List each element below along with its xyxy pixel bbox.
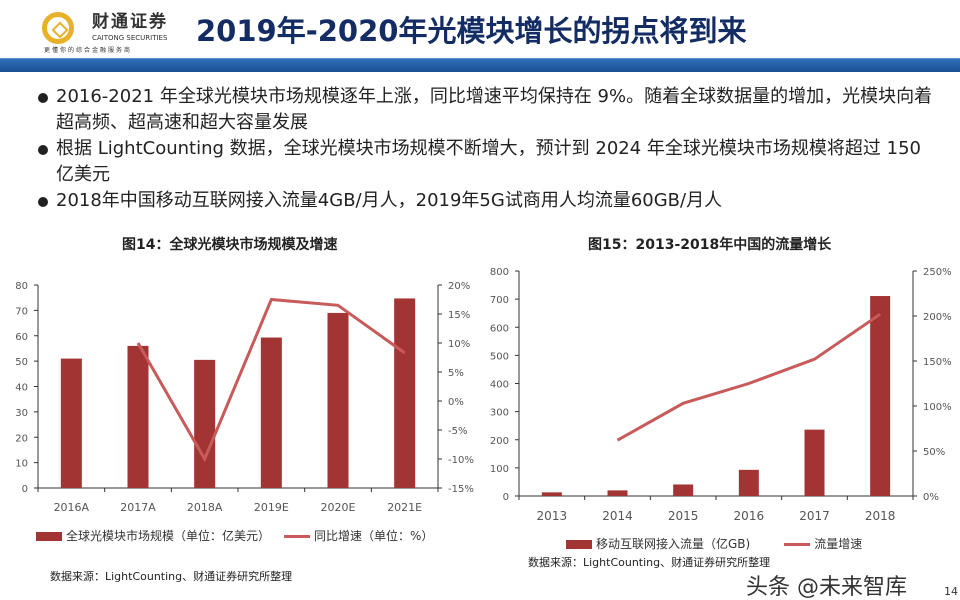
x-tick-label: 2017	[799, 509, 830, 523]
watermark: 头条 @未来智库	[746, 575, 907, 600]
bar	[673, 484, 694, 496]
bar	[394, 298, 416, 488]
bar	[127, 345, 149, 488]
y2-tick-label: -15%	[448, 484, 474, 495]
bar	[541, 492, 562, 496]
x-tick-label: 2016A	[54, 501, 90, 514]
y-tick-label: 500	[490, 351, 509, 362]
company-logo: 财通证券 CAITONG SECURITIES 更懂你的综合金融服务商	[14, 8, 174, 56]
bar	[60, 358, 82, 488]
y-tick-label: 300	[490, 408, 509, 419]
y-tick-label: 10	[15, 459, 28, 470]
chart2-legend: 移动互联网接入流量（亿GB) 流量增速	[566, 537, 862, 551]
legend-label: 同比增速（单位：%）	[314, 529, 434, 543]
logo-icon	[42, 12, 74, 44]
legend-line-swatch	[284, 534, 311, 538]
y-tick-label: 20	[15, 433, 28, 444]
y2-tick-label: 15%	[448, 310, 470, 321]
y-tick-label: 0	[22, 484, 28, 495]
logo-tagline: 更懂你的综合金融服务商	[44, 47, 133, 54]
legend-line-swatch	[784, 542, 811, 546]
y-tick-label: 200	[490, 436, 509, 447]
x-tick-label: 2017A	[120, 501, 156, 514]
legend-bar-swatch	[36, 531, 62, 541]
y-tick-label: 0	[503, 492, 509, 503]
bullet-item: 根据 LightCounting 数据，全球光模块市场规模不断增大，预计到 20…	[38, 136, 938, 188]
y-tick-label: 60	[15, 332, 28, 343]
y2-tick-label: 250%	[923, 267, 952, 278]
bullet-item: 2016-2021 年全球光模块市场规模逐年上涨，同比增速平均保持在 9%。随着…	[38, 84, 938, 136]
chart2-source: 数据来源：LightCounting、财通证券研究所整理	[528, 556, 771, 569]
y2-tick-label: -5%	[448, 426, 467, 437]
y-tick-label: 800	[490, 267, 509, 278]
y-tick-label: 700	[490, 295, 509, 306]
y-tick-label: 30	[15, 408, 28, 419]
y-tick-label: 80	[15, 281, 28, 292]
y-tick-label: 400	[490, 380, 509, 391]
slide-title: 2019年-2020年光模块增长的拐点将到来	[196, 14, 747, 48]
chart1-legend: 全球光模块市场规模（单位：亿美元） 同比增速（单位：%）	[36, 529, 433, 543]
y-tick-label: 40	[15, 383, 28, 394]
bullet-item: 2018年中国移动互联网接入流量4GB/月人，2019年5G试商用人均流量60G…	[38, 188, 938, 214]
y-tick-label: 70	[15, 306, 28, 317]
y2-tick-label: 5%	[448, 368, 464, 379]
bar	[327, 312, 349, 488]
logo-text: 财通证券	[92, 12, 168, 32]
bar	[804, 429, 825, 496]
y-tick-label: 600	[490, 323, 509, 334]
page-number: 14	[944, 585, 958, 598]
bar	[870, 296, 891, 496]
bar	[738, 469, 759, 496]
y2-tick-label: 10%	[448, 339, 470, 350]
legend-bar-swatch	[566, 539, 592, 549]
chart1-source: 数据来源：LightCounting、财通证券研究所整理	[50, 570, 293, 583]
y2-tick-label: 200%	[923, 312, 952, 323]
y2-tick-label: 20%	[448, 281, 470, 292]
legend-label: 全球光模块市场规模（单位：亿美元）	[66, 529, 271, 543]
x-tick-label: 2016	[734, 509, 765, 523]
x-tick-label: 2019E	[254, 501, 289, 514]
legend-label: 移动互联网接入流量（亿GB)	[596, 537, 751, 551]
header-band	[0, 58, 960, 72]
x-tick-label: 2018	[865, 509, 896, 523]
x-tick-label: 2021E	[387, 501, 422, 514]
bar	[607, 490, 628, 496]
chart1-title: 图14：全球光模块市场规模及增速	[122, 237, 338, 253]
bar	[260, 337, 282, 488]
bar	[194, 359, 216, 488]
logo-english: CAITONG SECURITIES	[92, 34, 168, 42]
y2-tick-label: 0%	[448, 397, 464, 408]
y2-tick-label: 150%	[923, 357, 952, 368]
y-tick-label: 50	[15, 357, 28, 368]
growth-line	[136, 297, 406, 463]
bullet-list: 2016-2021 年全球光模块市场规模逐年上涨，同比增速平均保持在 9%。随着…	[38, 84, 938, 214]
y2-tick-label: 0%	[923, 492, 939, 503]
y2-tick-label: -10%	[448, 455, 474, 466]
x-tick-label: 2014	[602, 509, 633, 523]
y2-tick-label: 100%	[923, 402, 952, 413]
x-tick-label: 2020E	[321, 501, 356, 514]
y2-tick-label: 50%	[923, 447, 945, 458]
legend-label: 流量增速	[814, 537, 863, 551]
chart2-title: 图15：2013-2018年中国的流量增长	[588, 237, 832, 253]
x-tick-label: 2015	[668, 509, 699, 523]
growth-line	[616, 312, 882, 442]
x-tick-label: 2018A	[187, 501, 223, 514]
y-tick-label: 100	[490, 464, 509, 475]
x-tick-label: 2013	[537, 509, 568, 523]
